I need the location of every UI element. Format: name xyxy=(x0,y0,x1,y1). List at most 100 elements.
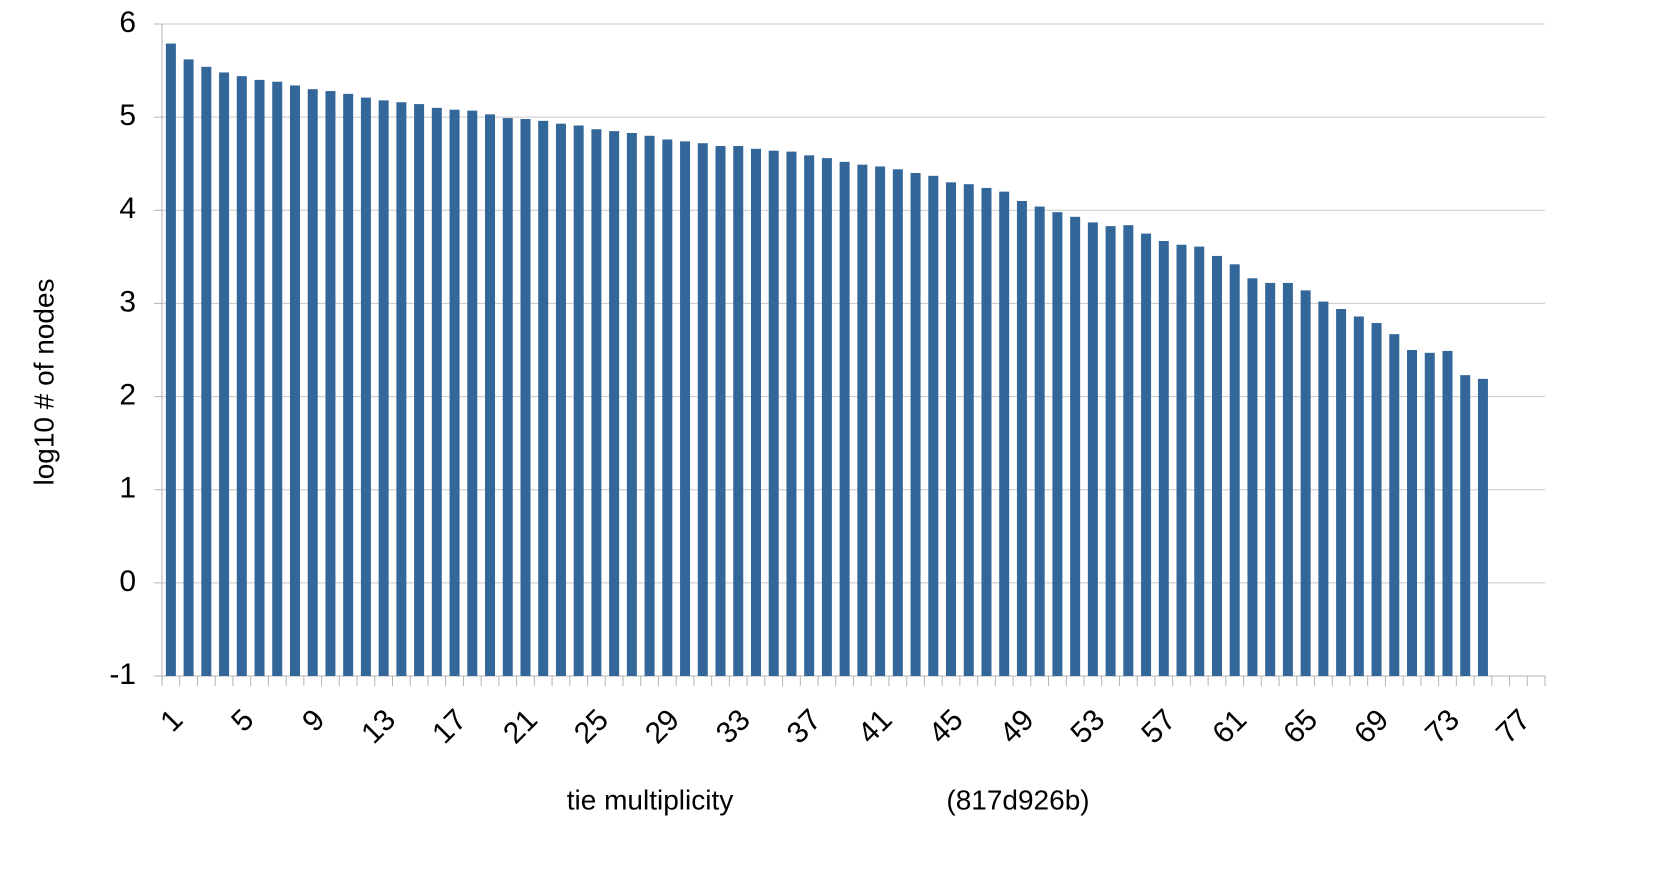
bar xyxy=(839,161,850,676)
bar xyxy=(485,114,496,676)
bar xyxy=(414,104,425,677)
bar xyxy=(1353,316,1364,676)
bar xyxy=(1424,352,1435,676)
bar xyxy=(1141,233,1152,677)
bar xyxy=(644,135,655,676)
bar xyxy=(981,187,992,676)
x-tick-label: 49 xyxy=(994,703,1041,750)
y-axis-title: log10 # of nodes xyxy=(28,278,59,485)
bar xyxy=(289,85,300,676)
bar xyxy=(697,143,708,677)
x-tick-label: 69 xyxy=(1348,703,1395,750)
x-tick-label: 17 xyxy=(426,703,473,750)
bar xyxy=(1442,350,1453,676)
annotation: (817d926b) xyxy=(946,784,1089,815)
bar xyxy=(1389,334,1400,676)
y-tick-label: 6 xyxy=(119,6,136,39)
bar xyxy=(1211,255,1222,676)
bar xyxy=(360,97,371,676)
bar xyxy=(325,91,336,676)
bar xyxy=(626,132,637,676)
bar xyxy=(1158,241,1169,676)
bar xyxy=(1070,216,1081,676)
y-tick-label: 5 xyxy=(119,99,136,132)
bar xyxy=(1176,244,1187,676)
y-tick-label: 4 xyxy=(119,192,136,225)
bar xyxy=(1407,350,1418,676)
bar xyxy=(1300,290,1311,676)
bar xyxy=(1229,264,1240,676)
bar xyxy=(591,129,602,676)
bar xyxy=(165,43,176,677)
bar xyxy=(520,119,531,676)
bar xyxy=(254,79,265,676)
bar xyxy=(680,141,691,677)
bar xyxy=(946,182,957,677)
x-tick-label: 57 xyxy=(1135,703,1182,750)
bar xyxy=(892,169,903,676)
y-tick-label: 1 xyxy=(119,472,136,505)
bar xyxy=(183,59,194,676)
bar xyxy=(1265,282,1276,676)
x-tick-label: 37 xyxy=(781,703,828,750)
bar xyxy=(307,89,318,676)
bar xyxy=(1371,322,1382,676)
bar xyxy=(573,125,584,677)
bar xyxy=(963,184,974,676)
bar xyxy=(1194,246,1205,676)
x-tick-label: 25 xyxy=(568,703,615,750)
bar xyxy=(396,102,407,677)
bar xyxy=(1087,222,1098,676)
bar xyxy=(928,175,939,676)
bar xyxy=(768,150,779,676)
bar xyxy=(999,191,1010,676)
bar xyxy=(857,164,868,676)
bar xyxy=(272,81,283,676)
bar xyxy=(875,166,886,676)
x-tick-label: 41 xyxy=(852,703,899,750)
y-tick-label: 3 xyxy=(119,285,136,318)
bar xyxy=(449,109,460,677)
y-tick-label: -1 xyxy=(109,658,136,691)
x-axis-title: tie multiplicity xyxy=(567,784,733,815)
bar xyxy=(662,139,673,677)
bar xyxy=(219,72,230,677)
bar xyxy=(715,146,726,676)
bar xyxy=(786,151,797,676)
bar xyxy=(733,146,744,676)
x-tick-label: 5 xyxy=(225,703,260,738)
bar xyxy=(1105,226,1116,676)
x-tick-label: 45 xyxy=(923,703,970,750)
bar xyxy=(1247,278,1258,676)
bar xyxy=(804,155,815,676)
bar xyxy=(201,66,212,677)
bar xyxy=(1282,282,1293,676)
bar xyxy=(555,123,566,677)
x-tick-label: 65 xyxy=(1277,703,1324,750)
y-tick-label: 0 xyxy=(119,565,136,598)
x-tick-label: 29 xyxy=(639,703,686,750)
bar xyxy=(1052,212,1063,677)
bar xyxy=(609,131,620,677)
bar xyxy=(1477,378,1488,676)
bar xyxy=(1034,206,1045,676)
bar xyxy=(1016,200,1027,676)
x-tick-label: 33 xyxy=(710,703,757,750)
bar xyxy=(750,148,761,677)
bar xyxy=(1460,375,1471,676)
x-tick-label: 9 xyxy=(296,703,331,738)
bar xyxy=(378,100,389,677)
x-tick-label: 13 xyxy=(355,703,402,750)
bar xyxy=(502,118,513,677)
bar xyxy=(538,120,549,676)
bar xyxy=(1123,225,1134,676)
x-tick-label: 77 xyxy=(1490,703,1537,750)
bar xyxy=(1318,301,1329,676)
x-tick-label: 73 xyxy=(1419,703,1466,750)
bar xyxy=(821,158,832,676)
x-tick-label: 1 xyxy=(154,703,189,738)
bar xyxy=(1336,309,1347,676)
bar xyxy=(343,93,354,677)
y-tick-label: 2 xyxy=(119,378,136,411)
